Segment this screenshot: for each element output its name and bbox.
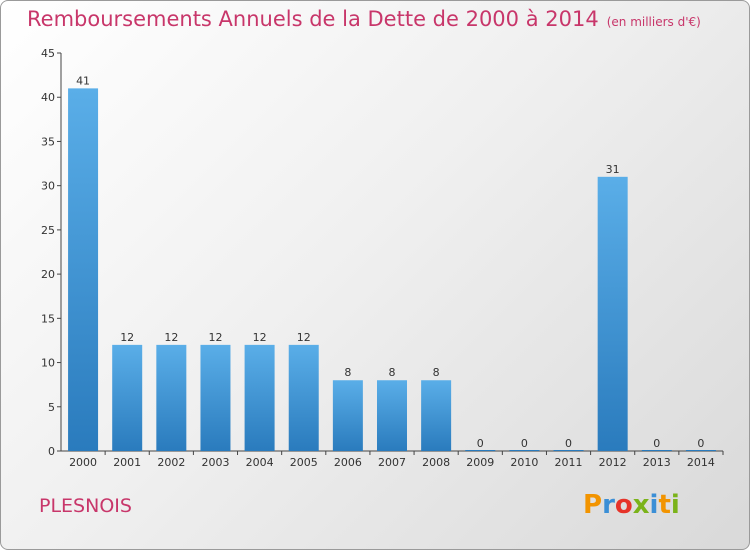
data-label-2004: 12 [253,331,267,344]
commune-name: PLESNOIS [39,495,132,517]
logo-letter: t [658,490,671,520]
bar-2003 [200,344,231,451]
y-tick-label: 5 [48,401,55,414]
bar-2010 [509,450,540,451]
logo-letter: i [670,490,680,520]
bar-2012 [597,176,628,452]
bar-2009 [465,450,496,451]
x-tick-label-2001: 2001 [113,456,141,469]
x-tick-label-2003: 2003 [201,456,229,469]
proxiti-logo[interactable]: Proxiti [583,490,680,520]
logo-letter: x [632,490,650,520]
bar-2014 [685,450,716,451]
logo-letter: o [614,490,633,520]
x-tick-label-2013: 2013 [643,456,671,469]
logo-letter: i [649,490,659,520]
y-tick-label: 45 [41,47,55,60]
data-label-2001: 12 [120,331,134,344]
data-label-2002: 12 [164,331,178,344]
y-tick-label: 20 [41,268,55,281]
bar-2013 [641,450,672,451]
data-label-2010: 0 [521,437,528,450]
x-tick-label-2002: 2002 [157,456,185,469]
data-label-2013: 0 [653,437,660,450]
y-tick-label: 30 [41,180,55,193]
bar-2002 [156,344,187,451]
y-tick-label: 40 [41,91,55,104]
data-label-2007: 8 [389,366,396,379]
data-label-2005: 12 [297,331,311,344]
data-label-2003: 12 [208,331,222,344]
x-tick-label-2007: 2007 [378,456,406,469]
bar-2007 [377,380,407,451]
chart-unit: (en milliers d'€) [606,15,701,29]
chart-title: Remboursements Annuels de la Dette de 20… [27,7,701,31]
data-label-2014: 0 [697,437,704,450]
data-label-2011: 0 [565,437,572,450]
y-tick-label: 35 [41,135,55,148]
x-tick-label-2005: 2005 [290,456,318,469]
chart-title-text: Remboursements Annuels de la Dette de 20… [27,7,599,31]
x-tick-label-2012: 2012 [599,456,627,469]
logo-letter: P [583,490,603,520]
y-tick-label: 0 [48,445,55,458]
bar-2006 [332,380,363,451]
bar-2001 [112,344,143,451]
bar-2000 [68,88,99,451]
y-tick-label: 25 [41,224,55,237]
bar-2004 [244,344,275,451]
y-tick-label: 10 [41,357,55,370]
x-tick-label-2008: 2008 [422,456,450,469]
data-label-2009: 0 [477,437,484,450]
bar-2011 [553,450,584,451]
x-tick-label-2011: 2011 [555,456,583,469]
x-tick-label-2014: 2014 [687,456,715,469]
x-tick-label-2009: 2009 [466,456,494,469]
x-tick-label-2010: 2010 [510,456,538,469]
bar-2008 [421,380,452,451]
data-label-2008: 8 [433,366,440,379]
data-label-2012: 31 [606,163,620,176]
data-label-2006: 8 [344,366,351,379]
logo-letter: r [602,490,615,520]
data-label-2000: 41 [76,74,90,87]
x-tick-label-2004: 2004 [246,456,274,469]
y-tick-label: 15 [41,312,55,325]
x-tick-label-2006: 2006 [334,456,362,469]
x-tick-label-2000: 2000 [69,456,97,469]
bar-2005 [288,344,319,451]
